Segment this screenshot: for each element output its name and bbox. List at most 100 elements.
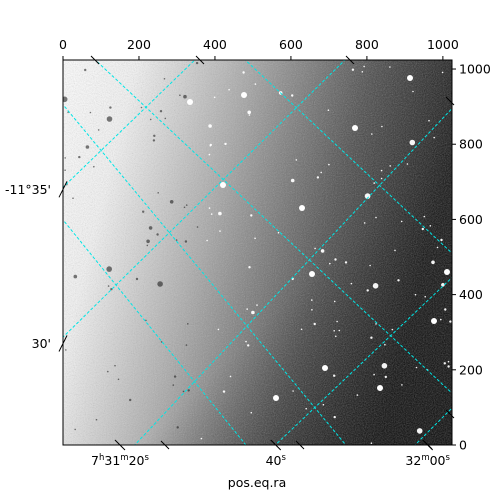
star xyxy=(338,329,341,332)
star xyxy=(182,390,185,393)
star xyxy=(142,210,145,213)
star xyxy=(251,310,255,315)
frame-tick-mark xyxy=(445,96,455,106)
top-tick-label: 200 xyxy=(127,37,151,52)
star xyxy=(334,258,337,261)
bright-star xyxy=(241,92,247,98)
bright-star xyxy=(220,182,226,188)
grid-line xyxy=(63,60,346,338)
grid-line xyxy=(63,103,347,445)
star xyxy=(433,136,436,139)
star xyxy=(222,390,226,393)
frame-tick-mark xyxy=(195,55,205,65)
image-panel xyxy=(63,60,452,445)
star xyxy=(228,88,230,91)
star xyxy=(373,373,375,376)
star xyxy=(412,90,414,93)
star xyxy=(311,299,313,301)
star xyxy=(381,125,383,128)
star xyxy=(84,68,87,72)
star xyxy=(250,214,253,217)
star xyxy=(440,238,443,242)
star xyxy=(428,119,430,122)
star xyxy=(333,374,336,377)
star xyxy=(416,428,423,434)
star xyxy=(373,182,376,184)
bright-star xyxy=(444,269,450,275)
star xyxy=(401,384,403,386)
top-tick-label: 800 xyxy=(355,37,379,52)
star xyxy=(229,375,232,378)
star xyxy=(441,71,444,74)
noise-texture xyxy=(63,60,452,445)
x-axis-label: pos.eq.ra xyxy=(228,475,286,490)
star xyxy=(423,215,426,218)
star xyxy=(305,407,308,410)
star xyxy=(356,394,359,396)
frame-tick-mark xyxy=(160,440,170,450)
star xyxy=(414,293,417,296)
left-axis-dec-ticks: -11°35' 30' xyxy=(5,181,68,352)
grid-line xyxy=(63,60,196,188)
star xyxy=(320,171,323,174)
star xyxy=(179,94,181,96)
star xyxy=(449,320,452,323)
star xyxy=(157,281,163,287)
star xyxy=(389,165,392,167)
right-tick-label: 400 xyxy=(459,287,483,302)
star xyxy=(210,213,213,215)
star xyxy=(153,134,156,137)
star xyxy=(314,247,316,250)
star xyxy=(316,176,320,179)
star xyxy=(409,139,416,146)
star xyxy=(295,159,298,161)
star xyxy=(172,384,175,386)
ra-tick-label: 7h31m20s xyxy=(91,453,149,468)
star xyxy=(363,65,365,68)
star xyxy=(384,343,386,346)
star xyxy=(169,200,174,204)
star xyxy=(106,266,112,272)
star xyxy=(290,178,295,183)
star xyxy=(196,226,199,228)
star xyxy=(421,227,424,231)
star xyxy=(292,390,294,392)
star xyxy=(209,144,212,147)
star xyxy=(89,111,92,114)
wcs-grid xyxy=(63,60,452,445)
star xyxy=(441,283,445,287)
star xyxy=(361,71,364,73)
star xyxy=(219,230,221,232)
ra-tick-mark xyxy=(114,439,126,451)
star xyxy=(185,344,188,346)
star xyxy=(328,163,330,166)
star xyxy=(149,118,152,121)
star xyxy=(291,94,294,97)
star xyxy=(277,231,280,234)
star xyxy=(375,216,377,219)
bright-star xyxy=(309,271,315,277)
right-axis-pixel-ticks: 0 200 400 600 800 1000 xyxy=(452,62,491,453)
star xyxy=(351,68,355,71)
star xyxy=(164,117,167,120)
star xyxy=(152,139,156,142)
star xyxy=(313,322,316,326)
star xyxy=(107,370,109,373)
star xyxy=(74,428,76,431)
star xyxy=(156,233,159,236)
star xyxy=(135,277,139,281)
star xyxy=(246,308,248,310)
bright-star xyxy=(273,395,279,401)
frame-tick-mark xyxy=(295,440,305,450)
star xyxy=(63,96,68,103)
star xyxy=(129,398,132,402)
star xyxy=(176,426,179,429)
star xyxy=(208,124,212,128)
star xyxy=(242,71,245,74)
star xyxy=(371,133,373,135)
star xyxy=(380,169,383,172)
bright-star xyxy=(322,365,328,371)
star xyxy=(366,289,369,292)
star xyxy=(375,323,377,325)
bright-star xyxy=(431,318,437,324)
